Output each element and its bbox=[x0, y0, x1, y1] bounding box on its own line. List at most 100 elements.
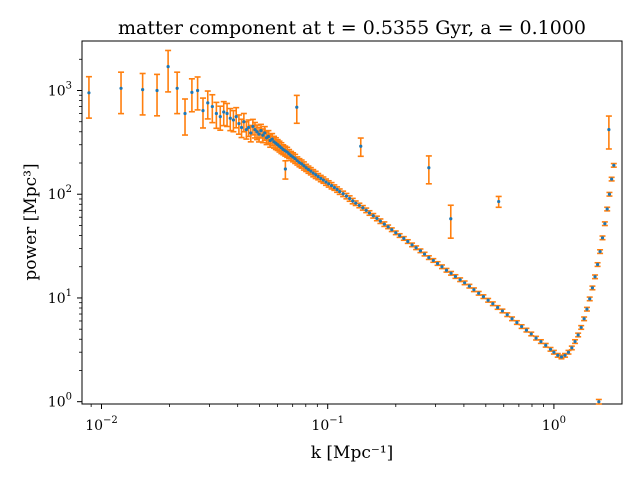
data-point bbox=[244, 127, 248, 132]
data-errorbar bbox=[182, 98, 189, 136]
data-point bbox=[544, 343, 548, 347]
data-point bbox=[548, 347, 553, 351]
data-point bbox=[386, 225, 390, 229]
x-axis-ticks: 10−2 10−1 100 bbox=[85, 404, 566, 434]
data-point bbox=[364, 208, 368, 212]
data-point bbox=[539, 339, 543, 344]
data-errorbar bbox=[85, 75, 92, 119]
data-point bbox=[324, 180, 328, 184]
data-errorbar bbox=[188, 78, 195, 113]
data-point bbox=[327, 182, 331, 186]
data-point bbox=[306, 167, 311, 172]
chart-title: matter component at t = 0.5355 Gyr, a = … bbox=[118, 17, 586, 39]
data-point bbox=[249, 131, 253, 135]
data-point bbox=[534, 336, 538, 340]
data-point bbox=[486, 298, 490, 302]
data-point bbox=[344, 194, 349, 198]
data-point bbox=[295, 159, 299, 163]
data-point bbox=[600, 236, 605, 240]
data-point bbox=[422, 252, 427, 256]
data-point bbox=[431, 258, 435, 263]
data-point bbox=[573, 339, 577, 344]
data-point bbox=[335, 187, 339, 192]
outlier-point bbox=[597, 400, 601, 404]
data-point bbox=[524, 328, 529, 332]
data-point bbox=[309, 169, 313, 173]
data-errorbar bbox=[213, 101, 220, 130]
outlier-errorbar bbox=[425, 155, 432, 185]
data-point bbox=[496, 305, 500, 310]
y-tick-label: 103 bbox=[48, 80, 72, 99]
y-tick-label: 102 bbox=[48, 184, 72, 203]
data-point bbox=[239, 125, 244, 130]
y-axis-ticks: 100 101 102 103 bbox=[48, 58, 82, 411]
data-point bbox=[263, 131, 267, 135]
data-point bbox=[406, 239, 410, 244]
data-point bbox=[259, 129, 263, 133]
data-point bbox=[500, 309, 505, 313]
data-point bbox=[218, 115, 222, 119]
data-point bbox=[612, 163, 616, 167]
data-point bbox=[196, 88, 200, 93]
outlier-point bbox=[295, 105, 299, 109]
outlier-point bbox=[607, 127, 611, 132]
data-point bbox=[449, 271, 453, 275]
outlier-point bbox=[449, 217, 453, 221]
data-point bbox=[166, 64, 170, 69]
data-point bbox=[394, 231, 398, 235]
outlier-point bbox=[427, 166, 431, 170]
data-point bbox=[505, 313, 509, 317]
outlier-point bbox=[497, 199, 501, 204]
data-point bbox=[314, 173, 318, 177]
data-point bbox=[515, 320, 519, 325]
data-point bbox=[175, 86, 179, 90]
data-point bbox=[119, 86, 123, 90]
outlier-errorbar bbox=[447, 204, 454, 239]
data-point bbox=[329, 184, 334, 188]
data-point bbox=[559, 355, 564, 359]
errorbar-layer bbox=[85, 49, 617, 405]
data-point bbox=[155, 88, 159, 93]
data-point bbox=[210, 104, 214, 109]
data-point bbox=[251, 124, 255, 129]
data-point bbox=[242, 120, 246, 124]
data-point bbox=[316, 174, 320, 179]
data-point bbox=[222, 110, 226, 114]
data-point bbox=[270, 137, 274, 141]
data-point bbox=[566, 350, 571, 354]
data-point bbox=[427, 255, 431, 260]
data-point bbox=[529, 332, 533, 336]
data-point bbox=[367, 211, 372, 215]
point-layer bbox=[87, 64, 616, 404]
data-point bbox=[141, 88, 145, 92]
data-point bbox=[453, 274, 458, 279]
outlier-point bbox=[283, 167, 287, 171]
data-point bbox=[472, 288, 476, 292]
data-point bbox=[300, 162, 304, 166]
data-point bbox=[225, 111, 229, 116]
data-point bbox=[378, 219, 383, 223]
y-tick-label: 101 bbox=[48, 288, 72, 307]
data-point bbox=[287, 152, 291, 156]
data-point bbox=[398, 233, 402, 238]
data-point bbox=[338, 189, 342, 194]
data-point bbox=[435, 261, 440, 266]
data-point bbox=[491, 302, 495, 306]
axes-frame bbox=[81, 40, 623, 405]
data-point bbox=[410, 243, 414, 247]
data-point bbox=[590, 286, 595, 290]
data-point bbox=[588, 297, 592, 301]
data-point bbox=[304, 166, 308, 170]
data-errorbar bbox=[194, 76, 201, 111]
data-point bbox=[201, 108, 205, 113]
data-point bbox=[402, 236, 406, 241]
data-point bbox=[206, 101, 210, 105]
data-errorbar bbox=[204, 90, 211, 120]
data-point bbox=[257, 132, 261, 136]
outlier-errorbar bbox=[293, 94, 300, 125]
data-point bbox=[237, 121, 241, 126]
x-tick-label: 10−2 bbox=[85, 415, 118, 434]
x-tick-label: 100 bbox=[542, 415, 566, 434]
data-point bbox=[467, 284, 471, 288]
